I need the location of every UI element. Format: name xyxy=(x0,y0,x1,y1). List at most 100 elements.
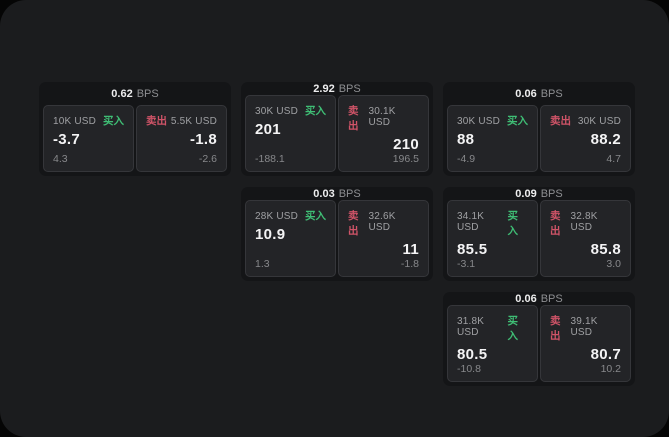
buy-delta: 1.3 xyxy=(255,258,270,270)
buy-label: 买入 xyxy=(507,315,519,342)
buy-panel[interactable]: 34.1K USD 买入 85.5 -3.1 xyxy=(447,200,538,277)
sell-panel[interactable]: 卖出 39.1K USD 80.7 10.2 xyxy=(540,305,631,382)
sell-panel[interactable]: 卖出 30K USD 88.2 4.7 xyxy=(540,105,631,172)
buy-amount: 30K USD xyxy=(457,116,501,127)
quote-panels: 30K USD 买入 201 -188.1 卖出 30.1K USD 210 1… xyxy=(245,95,429,172)
buy-delta: -188.1 xyxy=(255,153,285,165)
sell-label: 卖出 xyxy=(348,210,359,237)
buy-price: 85.5 xyxy=(457,241,488,258)
sell-delta: 196.5 xyxy=(392,153,419,165)
bps-unit-label: BPS xyxy=(338,187,361,200)
buy-panel-header: 30K USD 买入 xyxy=(457,113,528,128)
quote-panels: 31.8K USD 买入 80.5 -10.8 卖出 39.1K USD 80.… xyxy=(447,305,631,382)
quote-card: 0.06 BPS 30K USD 买入 88 -4.9 卖出 30K USD 8… xyxy=(443,82,635,176)
buy-label: 买入 xyxy=(507,115,528,127)
bps-value: 0.62 xyxy=(111,87,133,100)
buy-panel-header: 31.8K USD 买入 xyxy=(457,313,528,343)
sell-price: 88.2 xyxy=(590,131,621,148)
sell-label: 卖出 xyxy=(550,315,561,342)
buy-price: 88 xyxy=(457,131,475,148)
sell-panel-header: 卖出 32.6K USD xyxy=(348,208,419,238)
quote-card: 0.09 BPS 34.1K USD 买入 85.5 -3.1 卖出 32.8K… xyxy=(443,187,635,281)
bps-header: 0.62 BPS xyxy=(39,82,231,105)
sell-price: -1.8 xyxy=(189,131,217,148)
bps-value: 0.06 xyxy=(515,292,537,305)
bps-value: 0.06 xyxy=(515,87,537,100)
quote-panels: 28K USD 买入 10.9 1.3 卖出 32.6K USD 11 -1.8 xyxy=(245,200,429,277)
buy-amount: 28K USD xyxy=(255,211,299,222)
sell-panel[interactable]: 卖出 5.5K USD -1.8 -2.6 xyxy=(136,105,227,172)
sell-label: 卖出 xyxy=(550,210,561,237)
sell-panel[interactable]: 卖出 30.1K USD 210 196.5 xyxy=(338,95,429,172)
quotes-grid: 0.62 BPS 10K USD 买入 -3.7 4.3 卖出 5.5K USD… xyxy=(39,82,635,386)
sell-panel-header: 卖出 39.1K USD xyxy=(550,313,621,343)
sell-panel-header: 卖出 30.1K USD xyxy=(348,103,419,133)
sell-panel[interactable]: 卖出 32.8K USD 85.8 3.0 xyxy=(540,200,631,277)
bps-header: 0.03 BPS xyxy=(241,187,433,200)
sell-amount: 32.8K USD xyxy=(570,211,598,233)
quote-panels: 10K USD 买入 -3.7 4.3 卖出 5.5K USD -1.8 -2.… xyxy=(43,105,227,172)
buy-panel-header: 34.1K USD 买入 xyxy=(457,208,528,238)
buy-panel-header: 30K USD 买入 xyxy=(255,103,326,118)
buy-panel[interactable]: 28K USD 买入 10.9 1.3 xyxy=(245,200,336,277)
sell-delta: 3.0 xyxy=(606,258,621,270)
buy-panel[interactable]: 31.8K USD 买入 80.5 -10.8 xyxy=(447,305,538,382)
quote-card: 2.92 BPS 30K USD 买入 201 -188.1 卖出 30.1K … xyxy=(241,82,433,176)
buy-amount: 31.8K USD xyxy=(457,316,485,338)
buy-panel[interactable]: 30K USD 买入 88 -4.9 xyxy=(447,105,538,172)
buy-price: -3.7 xyxy=(53,131,81,148)
sell-label: 卖出 xyxy=(146,115,167,127)
sell-panel-header: 卖出 5.5K USD xyxy=(146,113,217,128)
buy-delta: -10.8 xyxy=(457,363,481,375)
buy-label: 买入 xyxy=(103,115,124,127)
bps-unit-label: BPS xyxy=(540,87,563,100)
bps-unit-label: BPS xyxy=(338,82,361,95)
sell-delta: 4.7 xyxy=(606,153,621,165)
buy-label: 买入 xyxy=(305,210,326,222)
buy-panel-header: 28K USD 买入 xyxy=(255,208,326,223)
buy-panel[interactable]: 10K USD 买入 -3.7 4.3 xyxy=(43,105,134,172)
sell-price: 85.8 xyxy=(590,241,621,258)
buy-label: 买入 xyxy=(507,210,519,237)
buy-amount: 34.1K USD xyxy=(457,211,485,233)
buy-panel-header: 10K USD 买入 xyxy=(53,113,124,128)
sell-delta: -2.6 xyxy=(198,153,217,165)
bps-header: 2.92 BPS xyxy=(241,82,433,95)
quote-card: 0.06 BPS 31.8K USD 买入 80.5 -10.8 卖出 39.1… xyxy=(443,292,635,386)
bps-header: 0.09 BPS xyxy=(443,187,635,200)
bps-header: 0.06 BPS xyxy=(443,82,635,105)
sell-amount: 5.5K USD xyxy=(170,116,217,127)
buy-price: 201 xyxy=(255,121,281,138)
buy-delta: -4.9 xyxy=(457,153,476,165)
sell-amount: 30K USD xyxy=(577,116,621,127)
sell-price: 80.7 xyxy=(590,346,621,363)
buy-amount: 30K USD xyxy=(255,106,299,117)
buy-panel[interactable]: 30K USD 买入 201 -188.1 xyxy=(245,95,336,172)
bps-header: 0.06 BPS xyxy=(443,292,635,305)
quote-card: 0.62 BPS 10K USD 买入 -3.7 4.3 卖出 5.5K USD… xyxy=(39,82,231,176)
quote-panels: 30K USD 买入 88 -4.9 卖出 30K USD 88.2 4.7 xyxy=(447,105,631,172)
bps-unit-label: BPS xyxy=(540,292,563,305)
buy-price: 80.5 xyxy=(457,346,488,363)
sell-delta: 10.2 xyxy=(600,363,621,375)
sell-panel[interactable]: 卖出 32.6K USD 11 -1.8 xyxy=(338,200,429,277)
sell-amount: 39.1K USD xyxy=(570,316,598,338)
sell-label: 卖出 xyxy=(550,115,571,127)
bps-value: 2.92 xyxy=(313,82,335,95)
bps-value: 0.03 xyxy=(313,187,335,200)
buy-delta: 4.3 xyxy=(53,153,68,165)
sell-label: 卖出 xyxy=(348,105,359,132)
quote-panels: 34.1K USD 买入 85.5 -3.1 卖出 32.8K USD 85.8… xyxy=(447,200,631,277)
sell-amount: 32.6K USD xyxy=(368,211,396,233)
sell-panel-header: 卖出 30K USD xyxy=(550,113,621,128)
quote-card: 0.03 BPS 28K USD 买入 10.9 1.3 卖出 32.6K US… xyxy=(241,187,433,281)
sell-price: 210 xyxy=(393,136,419,153)
sell-amount: 30.1K USD xyxy=(368,106,396,128)
sell-panel-header: 卖出 32.8K USD xyxy=(550,208,621,238)
sell-delta: -1.8 xyxy=(400,258,419,270)
buy-label: 买入 xyxy=(305,105,326,117)
sell-price: 11 xyxy=(402,241,419,258)
buy-price: 10.9 xyxy=(255,226,286,243)
bps-value: 0.09 xyxy=(515,187,537,200)
